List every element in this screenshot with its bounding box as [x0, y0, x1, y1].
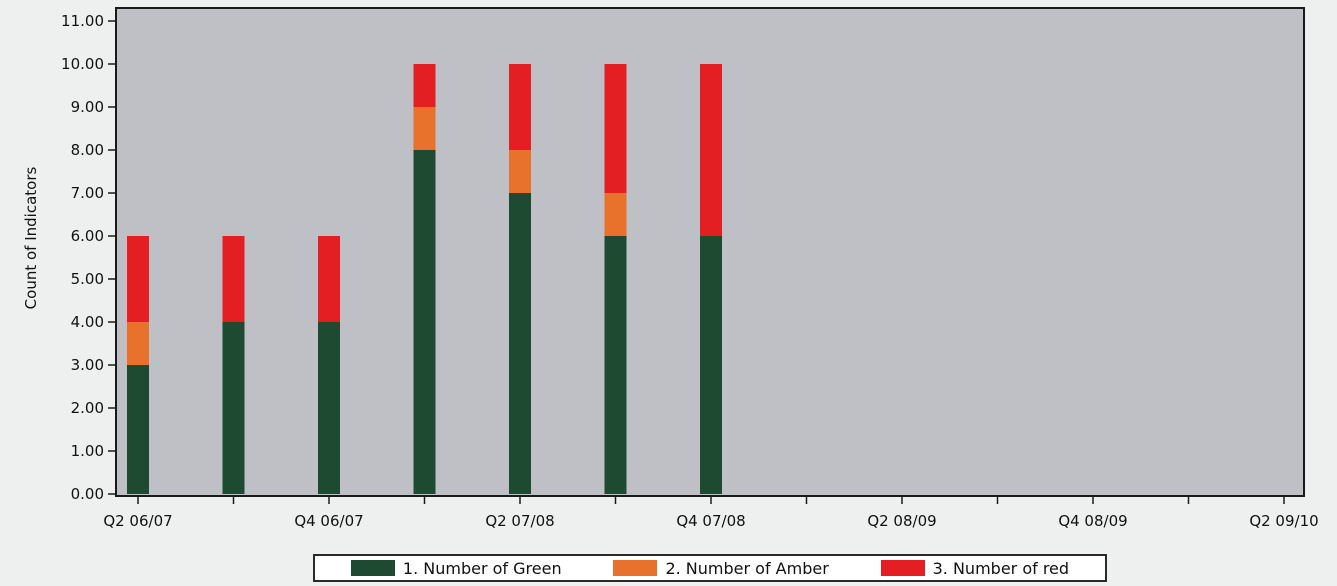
bar-segment-red [127, 236, 149, 322]
y-tick-label: 0.00 [71, 485, 104, 503]
bar-segment-red [604, 64, 627, 193]
y-tick-label: 3.00 [71, 356, 104, 374]
y-tick-label: 2.00 [71, 399, 104, 417]
legend-swatch-red [880, 560, 925, 576]
legend-swatch-green [350, 560, 395, 576]
stacked-bar-chart: 0.00 1.00 2.00 3.00 4.00 5.00 6.00 7.00 8.00 9.00… [22, 7, 1319, 530]
y-tick-label: 10.00 [61, 55, 104, 73]
y-tick-label: 11.00 [61, 12, 104, 30]
x-tick-label: Q4 08/09 [1058, 512, 1127, 530]
bar-segment-red [222, 236, 245, 322]
legend-item-green: 1. Number of Green [350, 558, 562, 578]
bar-segment-amber [127, 322, 149, 365]
bar-segment-green [604, 236, 627, 494]
bar-segment-green [127, 365, 149, 494]
legend-label-green: 1. Number of Green [402, 558, 562, 578]
x-tick-label: Q2 09/10 [1249, 512, 1318, 530]
bar-segment-amber [509, 150, 531, 193]
bar-segment-red [413, 64, 436, 107]
bars [127, 64, 722, 494]
x-tick-label: Q4 07/08 [676, 512, 745, 530]
legend-label-amber: 2. Number of Amber [665, 558, 829, 578]
legend-label-red: 3. Number of red [932, 558, 1070, 578]
y-tick-label: 5.00 [71, 270, 104, 288]
y-tick-label: 1.00 [71, 442, 104, 460]
bar-segment-green [509, 193, 531, 494]
bar-segment-amber [604, 193, 627, 236]
bar-segment-red [509, 64, 531, 150]
x-tick-label: Q2 08/09 [867, 512, 936, 530]
legend-item-red: 3. Number of red [880, 558, 1070, 578]
y-tick-label: 6.00 [71, 227, 104, 245]
bar-segment-green [222, 322, 245, 494]
x-axis: Q2 06/07 Q4 06/07 Q2 07/08 Q4 07/08 Q2 08/09… [103, 495, 1319, 530]
bar-segment-amber [413, 107, 436, 150]
bar-segment-red [318, 236, 340, 322]
legend-item-amber: 2. Number of Amber [613, 558, 829, 578]
y-tick-label: 4.00 [71, 313, 104, 331]
y-tick-label: 7.00 [71, 184, 104, 202]
bar-segment-green [413, 150, 436, 494]
bar-segment-red [700, 64, 722, 236]
y-tick-label: 9.00 [71, 98, 104, 116]
x-tick-label: Q2 06/07 [103, 512, 172, 530]
legend-swatch-amber [613, 560, 658, 576]
chart-legend: 1. Number of Green 2. Number of Amber 3.… [313, 554, 1107, 582]
bar-segment-green [318, 322, 340, 494]
x-tick-label: Q4 06/07 [294, 512, 363, 530]
bar-segment-green [700, 236, 722, 494]
y-axis: 0.00 1.00 2.00 3.00 4.00 5.00 6.00 7.00 8.00 9.00… [61, 12, 116, 503]
x-tick-label: Q2 07/08 [485, 512, 554, 530]
y-tick-label: 8.00 [71, 141, 104, 159]
y-axis-title: Count of Indicators [22, 166, 40, 309]
